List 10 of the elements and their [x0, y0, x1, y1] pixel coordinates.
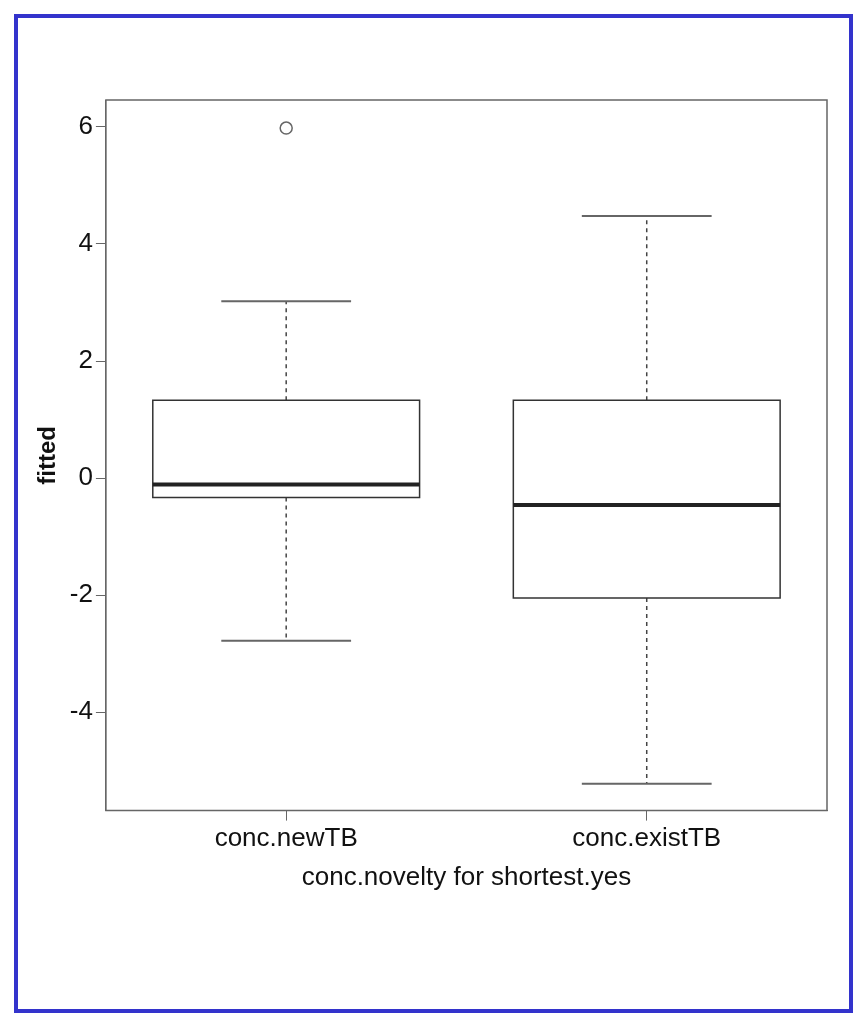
x-axis-title: conc.novelty for shortest.yes [301, 860, 632, 891]
y-axis-title: fitted [33, 425, 61, 485]
y-tick-label: -4 [69, 695, 93, 726]
y-tick-label: 0 [78, 461, 93, 492]
y-tick-label: -2 [69, 578, 93, 609]
y-tick-label: 6 [78, 110, 93, 141]
y-tick-label: 2 [78, 344, 93, 375]
x-tick-label: conc.newTB [214, 822, 358, 853]
y-tick-label: 4 [78, 227, 93, 258]
x-tick-label: conc.existTB [572, 822, 722, 853]
